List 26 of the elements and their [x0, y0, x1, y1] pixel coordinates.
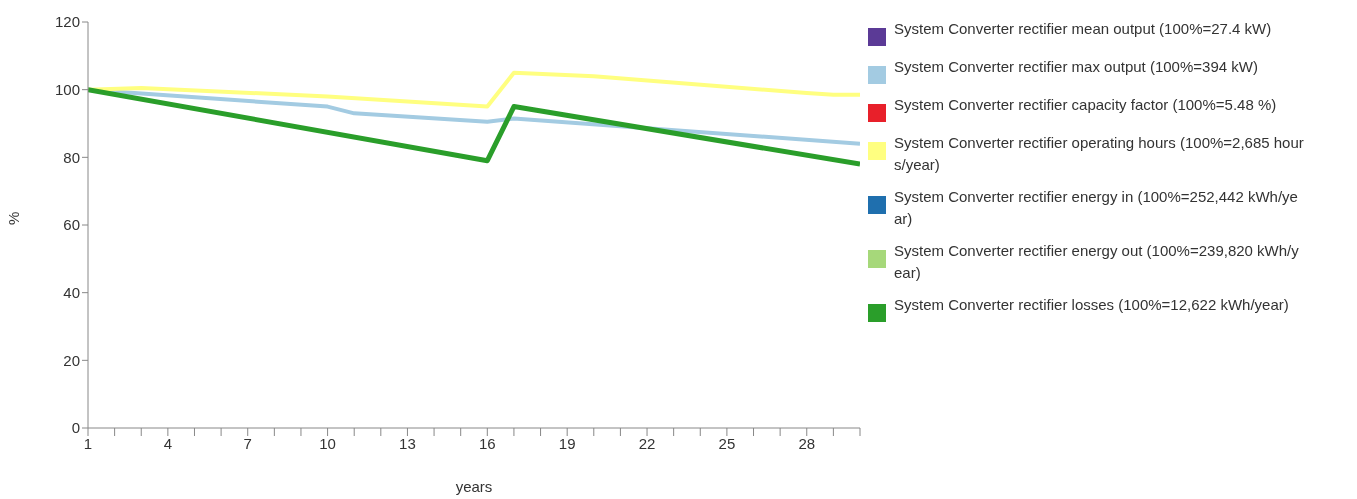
x-tick-label: 22: [638, 434, 656, 452]
y-tick-label: 120: [54, 13, 80, 31]
y-tick-label: 40: [63, 283, 80, 301]
legend-label: System Converter rectifier energy in (100%=252,442 kWh/year): [894, 187, 1299, 229]
x-tick-label: 25: [718, 434, 736, 452]
y-axis-title: %: [5, 211, 23, 225]
legend-label: System Converter rectifier mean output (100%=27.4 kW): [894, 19, 1273, 39]
x-tick-label: 16: [478, 434, 496, 452]
x-tick-label: 4: [163, 434, 173, 452]
legend-label: System Converter rectifier losses (100%=12,622 kWh/year): [894, 295, 1290, 315]
y-tick-label: 80: [63, 148, 80, 166]
y-tick-label: 100: [54, 80, 80, 98]
legend-label: System Converter rectifier max output (100%=394 kW): [894, 57, 1259, 77]
y-tick-label: 20: [63, 351, 80, 369]
x-tick-label: 7: [243, 434, 252, 452]
legend-label: System Converter rectifier capacity factor (100%=5.48 %): [894, 95, 1278, 115]
y-tick-label: 0: [71, 419, 80, 437]
x-tick-label: 1: [83, 434, 93, 452]
legend-label: System Converter rectifier operating hours (100%=2,685 hours/year): [894, 133, 1304, 175]
x-tick-label: 10: [319, 434, 336, 452]
x-tick-label: 28: [798, 434, 816, 452]
y-tick-label: 60: [63, 216, 80, 234]
x-tick-label: 19: [558, 434, 576, 452]
legend-label: System Converter rectifier energy out (100%=239,820 kWh/year): [894, 241, 1300, 283]
x-tick-label: 13: [399, 434, 416, 452]
x-axis-title: years: [455, 478, 493, 495]
